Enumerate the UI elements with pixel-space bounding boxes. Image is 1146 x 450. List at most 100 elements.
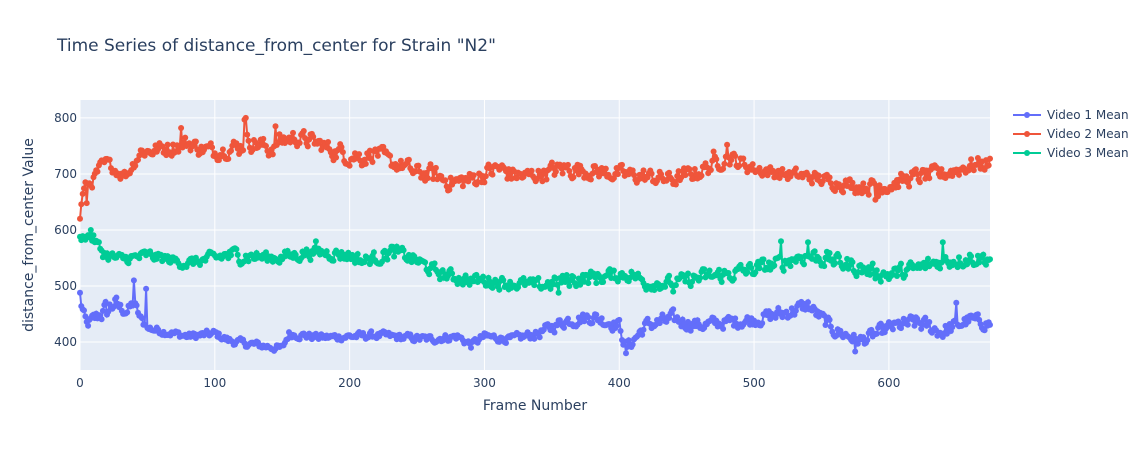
- series-1-point: [82, 313, 89, 320]
- series-3-point: [426, 271, 433, 278]
- series-1-point: [639, 331, 646, 338]
- series-2-point: [602, 165, 609, 172]
- series-2-point: [132, 162, 139, 169]
- series-3-point: [877, 278, 884, 285]
- series-1-point: [949, 324, 956, 331]
- series-3-point: [685, 270, 691, 277]
- x-tick-label: 600: [877, 376, 900, 390]
- series-3-point: [379, 258, 385, 265]
- series-3-point: [730, 275, 737, 282]
- series-2-point: [970, 167, 977, 174]
- series-3-point: [983, 261, 989, 268]
- series-1-point: [772, 314, 779, 321]
- legend-item-2-marker: [1024, 131, 1030, 137]
- series-3-point: [873, 267, 880, 274]
- series-2-point: [792, 165, 799, 172]
- series-2-point: [405, 156, 412, 163]
- series-2-point: [619, 161, 625, 168]
- series-3-point: [869, 260, 876, 267]
- series-3-point: [689, 278, 696, 285]
- series-3-point: [987, 256, 993, 263]
- series-1-point: [670, 306, 677, 313]
- series-2-point: [552, 168, 559, 175]
- series-2-point: [876, 182, 883, 189]
- series-3-point: [312, 238, 319, 245]
- series-3-point: [902, 272, 909, 279]
- x-tick-label: 200: [338, 376, 361, 390]
- series-2-point: [640, 167, 647, 174]
- series-2-point: [260, 135, 267, 142]
- series-2-point: [587, 176, 594, 183]
- series-2-point: [721, 160, 728, 167]
- series-1-point: [85, 322, 92, 329]
- series-1-point: [215, 330, 222, 337]
- series-1-point: [81, 307, 87, 314]
- series-3-point: [672, 282, 679, 289]
- series-3-point: [939, 239, 946, 246]
- series-1-point: [133, 302, 140, 309]
- series-2-point: [442, 177, 449, 184]
- series-3-point: [980, 251, 987, 258]
- series-2-point: [276, 131, 283, 138]
- series-1-point: [98, 316, 105, 323]
- series-1-point: [852, 348, 859, 355]
- series-1-point: [720, 325, 727, 332]
- series-3-point: [228, 252, 234, 259]
- series-3-point: [792, 258, 799, 265]
- series-2-point: [614, 171, 621, 178]
- series-2-point: [269, 151, 276, 158]
- series-3-point: [555, 289, 562, 296]
- series-3-point: [706, 267, 713, 274]
- series-1-point: [589, 320, 596, 327]
- series-1: [77, 277, 993, 357]
- series-1-point: [531, 335, 538, 342]
- series-2-point: [686, 166, 693, 173]
- series-1-point: [805, 299, 811, 306]
- series-1-point: [640, 326, 647, 333]
- series-2-point: [740, 155, 747, 162]
- series-2-point: [482, 173, 489, 180]
- series-2-point: [756, 164, 763, 171]
- series-2-point: [424, 175, 431, 182]
- series-3-point: [801, 261, 807, 268]
- series-2-point: [178, 125, 185, 131]
- series-2-point: [296, 140, 303, 146]
- series-3-point: [384, 256, 391, 263]
- series-2-point: [764, 172, 771, 179]
- series-1-point: [926, 319, 933, 325]
- series-3-point: [662, 283, 669, 290]
- series-3-point: [520, 275, 527, 281]
- series-3-point: [956, 254, 962, 261]
- series-3-point: [670, 288, 677, 295]
- series-2-point: [432, 164, 439, 171]
- series-2-point: [237, 142, 244, 149]
- series-3-point: [610, 267, 617, 274]
- series-3-point: [868, 265, 875, 272]
- series-3-point: [307, 257, 314, 263]
- y-tick-label: 600: [54, 223, 77, 237]
- series-1-point: [613, 323, 620, 329]
- series-layer: [77, 114, 993, 357]
- series-3-point: [354, 251, 361, 257]
- series-2-point: [369, 159, 376, 165]
- series-1-point: [565, 315, 571, 322]
- series-2-point: [465, 178, 472, 185]
- series-3-point: [778, 238, 784, 245]
- series-2-point: [513, 175, 520, 182]
- series-1-point: [953, 299, 960, 306]
- series-1-point: [826, 316, 833, 323]
- series-2-point: [387, 152, 394, 159]
- series-1-point: [822, 322, 829, 328]
- series-3-point: [245, 258, 252, 265]
- series-3-point: [370, 249, 377, 256]
- series-2-point: [965, 167, 972, 174]
- series-3-point: [716, 266, 722, 273]
- series-2-point: [849, 179, 856, 186]
- series-3-point: [760, 256, 767, 263]
- series-2-point: [682, 172, 689, 179]
- series-1-point: [904, 321, 911, 328]
- series-2-point: [325, 139, 332, 145]
- x-tick-label: 100: [203, 376, 226, 390]
- series-1-point: [674, 314, 681, 321]
- series-2-point: [225, 155, 232, 162]
